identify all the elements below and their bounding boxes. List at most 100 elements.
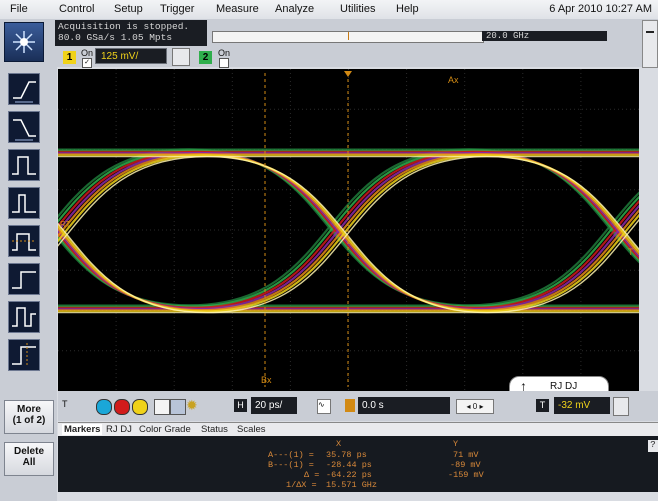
eye-trace — [0, 151, 199, 290]
delay-marker-icon — [345, 399, 355, 412]
minimize-button[interactable] — [642, 20, 658, 68]
eye-diagram: Ax Bx RT T — [0, 69, 658, 391]
eye-trace — [0, 153, 202, 293]
marker-delta-x: -64.22 ps — [326, 470, 372, 480]
channel1-on-checkbox[interactable]: ✓ — [82, 58, 92, 68]
color-red-dot[interactable] — [114, 399, 130, 415]
runt-icon — [12, 233, 36, 251]
more-label: More — [17, 404, 41, 415]
more-page-label: (1 of 2) — [12, 415, 46, 426]
tab-color-grade[interactable]: Color Grade — [139, 424, 191, 435]
tab-scales[interactable]: Scales — [237, 424, 266, 435]
eye-trace — [0, 154, 205, 295]
minimize-icon — [646, 31, 654, 33]
channel2-on-label: On — [218, 48, 231, 58]
trigger-window-button[interactable] — [8, 301, 40, 333]
markers-header-x: X — [336, 439, 342, 449]
eye-trace — [206, 155, 488, 314]
menu-help[interactable]: Help — [396, 3, 419, 15]
menu-file[interactable]: File — [10, 3, 28, 15]
menu-bar: File Control Setup Trigger Measure Analy… — [0, 0, 658, 20]
eye-trace — [194, 150, 476, 309]
eye-trace — [0, 171, 205, 313]
horizontal-delay[interactable]: 0.0 s — [358, 397, 450, 414]
eye-traces — [0, 148, 658, 314]
channel1-badge[interactable]: 1 — [63, 51, 76, 64]
acquisition-state: Acquisition is stopped. — [58, 21, 190, 32]
trigger-rising-edge-button[interactable] — [8, 73, 40, 105]
color-blue-dot[interactable] — [96, 399, 112, 415]
window-icon — [12, 307, 36, 327]
waveform-display[interactable]: Ax Bx RT T — [0, 69, 658, 391]
menu-trigger[interactable]: Trigger — [160, 3, 195, 15]
menu-analyze[interactable]: Analyze — [275, 3, 315, 15]
timeout-icon — [12, 271, 36, 289]
delete-all-button[interactable]: Delete All — [4, 442, 54, 476]
more-button[interactable]: More (1 of 2) — [4, 400, 54, 434]
channel1-on-label: On — [81, 48, 94, 58]
menu-measure[interactable]: Measure — [216, 3, 259, 15]
channel2-on-checkbox[interactable] — [219, 58, 229, 68]
menu-control[interactable]: Control — [59, 3, 95, 15]
tab-status[interactable]: Status — [201, 424, 228, 435]
eye-trace — [200, 153, 482, 312]
trigger-runt-button[interactable] — [8, 225, 40, 257]
menu-utilities[interactable]: Utilities — [340, 3, 376, 15]
rjdj-popup-label: RJ DJ — [550, 381, 578, 392]
run-stop-button[interactable] — [4, 22, 44, 62]
acquisition-status: Acquisition is stopped. 80.0 GSa/s 1.05 … — [55, 20, 207, 46]
control-bar: T ✹ H 20 ps/ ∿ 0.0 s ◂ 0 ▸ T -32 mV — [58, 391, 658, 421]
eye-trace — [0, 172, 208, 314]
marker-ax-label: Ax — [448, 75, 459, 85]
delay-stepper[interactable]: ◂ 0 ▸ — [456, 399, 494, 414]
horizontal-badge: H — [234, 399, 247, 412]
trigger-falling-edge-button[interactable] — [8, 111, 40, 143]
camera-icon[interactable] — [170, 399, 186, 415]
delete-label: Delete — [13, 446, 44, 457]
marker-a-label: A---(1) = — [268, 450, 314, 460]
tab-rjdj[interactable]: RJ DJ — [106, 424, 132, 435]
eye-trace — [0, 155, 208, 298]
window-icon[interactable] — [154, 399, 170, 415]
marker-bx-label: Bx — [261, 375, 272, 385]
trigger-setup-hold-button[interactable] — [8, 339, 40, 371]
trigger-position-marker — [344, 71, 352, 77]
trigger-badge: T — [536, 399, 549, 412]
glitch-icon — [12, 194, 36, 213]
pulse-width-icon — [12, 156, 36, 175]
channel1-scale[interactable]: 125 mV/ — [95, 48, 167, 64]
time-mode-icon[interactable]: ∿ — [317, 399, 331, 414]
trigger-glitch-button[interactable] — [8, 187, 40, 219]
eye-trace — [468, 175, 658, 307]
sample-rate: 80.0 GSa/s 1.05 Mpts — [58, 32, 173, 43]
channel1-scale-stepper[interactable] — [172, 48, 190, 66]
trigger-level[interactable]: -32 mV — [554, 397, 610, 414]
trigger-timeout-button[interactable] — [8, 263, 40, 295]
marker-delta-label: Δ = — [304, 470, 320, 480]
markers-header-y: Y — [453, 439, 459, 449]
markers-panel: X Y A---(1) = 35.78 ps 71 mV B---(1) = -… — [58, 436, 658, 492]
eye-trace — [480, 189, 658, 312]
color-yellow-dot[interactable] — [132, 399, 148, 415]
marker-freq-x: 15.571 GHz — [326, 480, 378, 490]
rising-edge-icon — [13, 81, 36, 103]
marker-b-y: -89 mV — [450, 460, 481, 470]
falling-edge-icon — [13, 119, 36, 141]
touch-icon: T — [62, 399, 68, 409]
starburst-icon — [13, 31, 35, 53]
trigger-pulse-button[interactable] — [8, 149, 40, 181]
eye-trace — [483, 193, 658, 313]
help-icon[interactable]: ? — [648, 440, 658, 452]
brightness-icon[interactable]: ✹ — [186, 397, 198, 413]
menu-setup[interactable]: Setup — [114, 3, 143, 15]
marker-b-label: B---(1) = — [268, 460, 314, 470]
eye-trace — [477, 186, 658, 311]
trigger-level-stepper[interactable] — [613, 397, 629, 416]
horizontal-scale[interactable]: 20 ps/ — [251, 397, 297, 414]
channel2-badge[interactable]: 2 — [199, 51, 212, 64]
eye-trace — [191, 149, 473, 308]
eye-trace — [471, 178, 658, 308]
tab-markers[interactable]: Markers — [62, 424, 103, 435]
trigger-level-label: T — [628, 247, 634, 257]
marker-a-y: 71 mV — [453, 450, 479, 460]
